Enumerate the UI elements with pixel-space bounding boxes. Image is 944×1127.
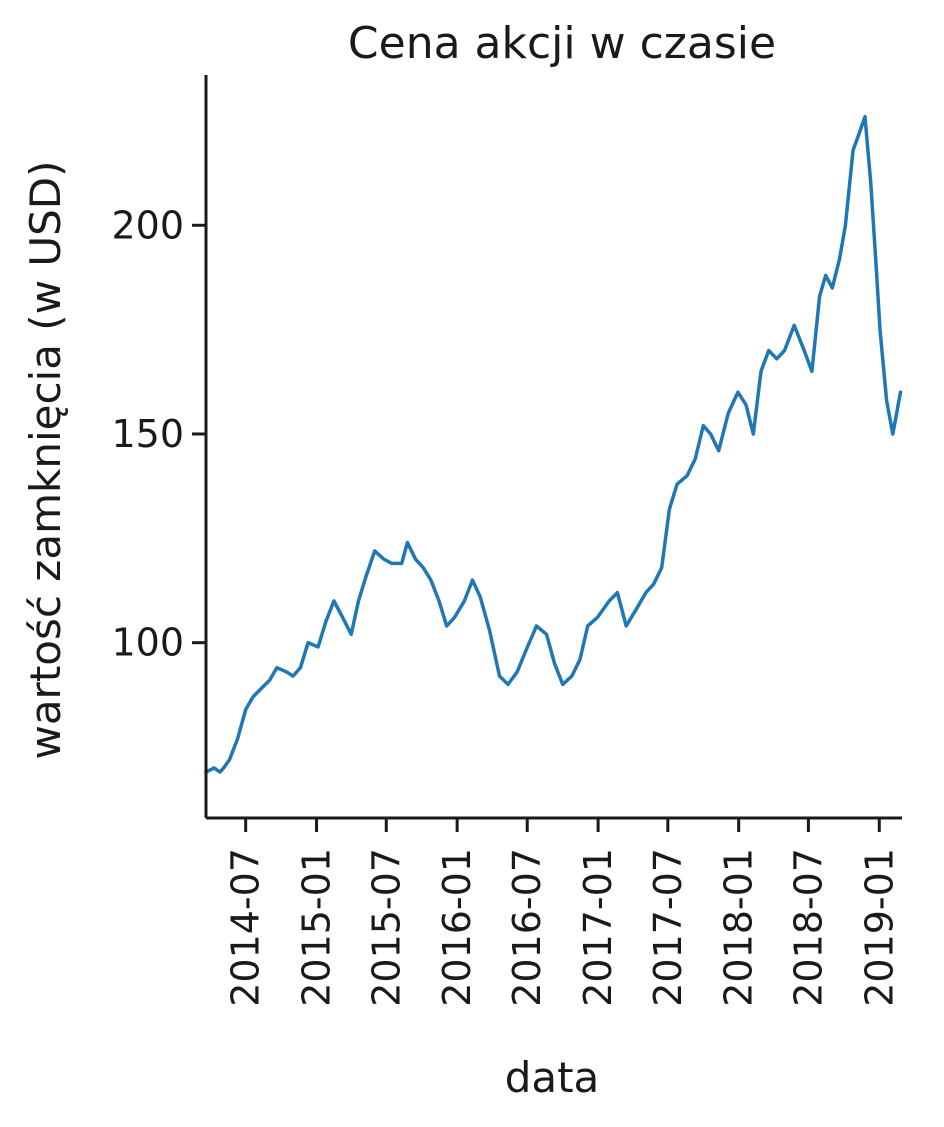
y-tick-label: 150 [111,412,184,456]
y-tick-label: 100 [111,621,184,665]
y-tick-label: 200 [111,203,184,247]
x-tick-label: 2015-07 [364,848,408,1007]
x-tick-label: 2018-07 [786,848,830,1007]
x-axis-label: data [505,1053,600,1102]
chart-title: Cena akcji w czasie [348,18,776,69]
x-tick-label: 2019-01 [857,848,901,1007]
x-tick-label: 2017-07 [646,848,690,1007]
x-tick-label: 2016-01 [435,848,479,1007]
x-tick-label: 2016-07 [505,848,549,1007]
x-tick-label: 2014-07 [224,848,268,1007]
y-axis-ticks: 100 150 200 [111,203,206,665]
x-tick-label: 2015-01 [295,848,339,1007]
x-tick-label: 2018-01 [717,848,761,1007]
x-axis-ticks: 2014-07 2015-01 2015-07 2016-01 2016-07 2017-… [224,818,901,1007]
x-tick-label: 2017-01 [576,848,620,1007]
y-axis-label: wartość zamknięcia (w USD) [21,160,70,759]
series-line [204,114,903,774]
